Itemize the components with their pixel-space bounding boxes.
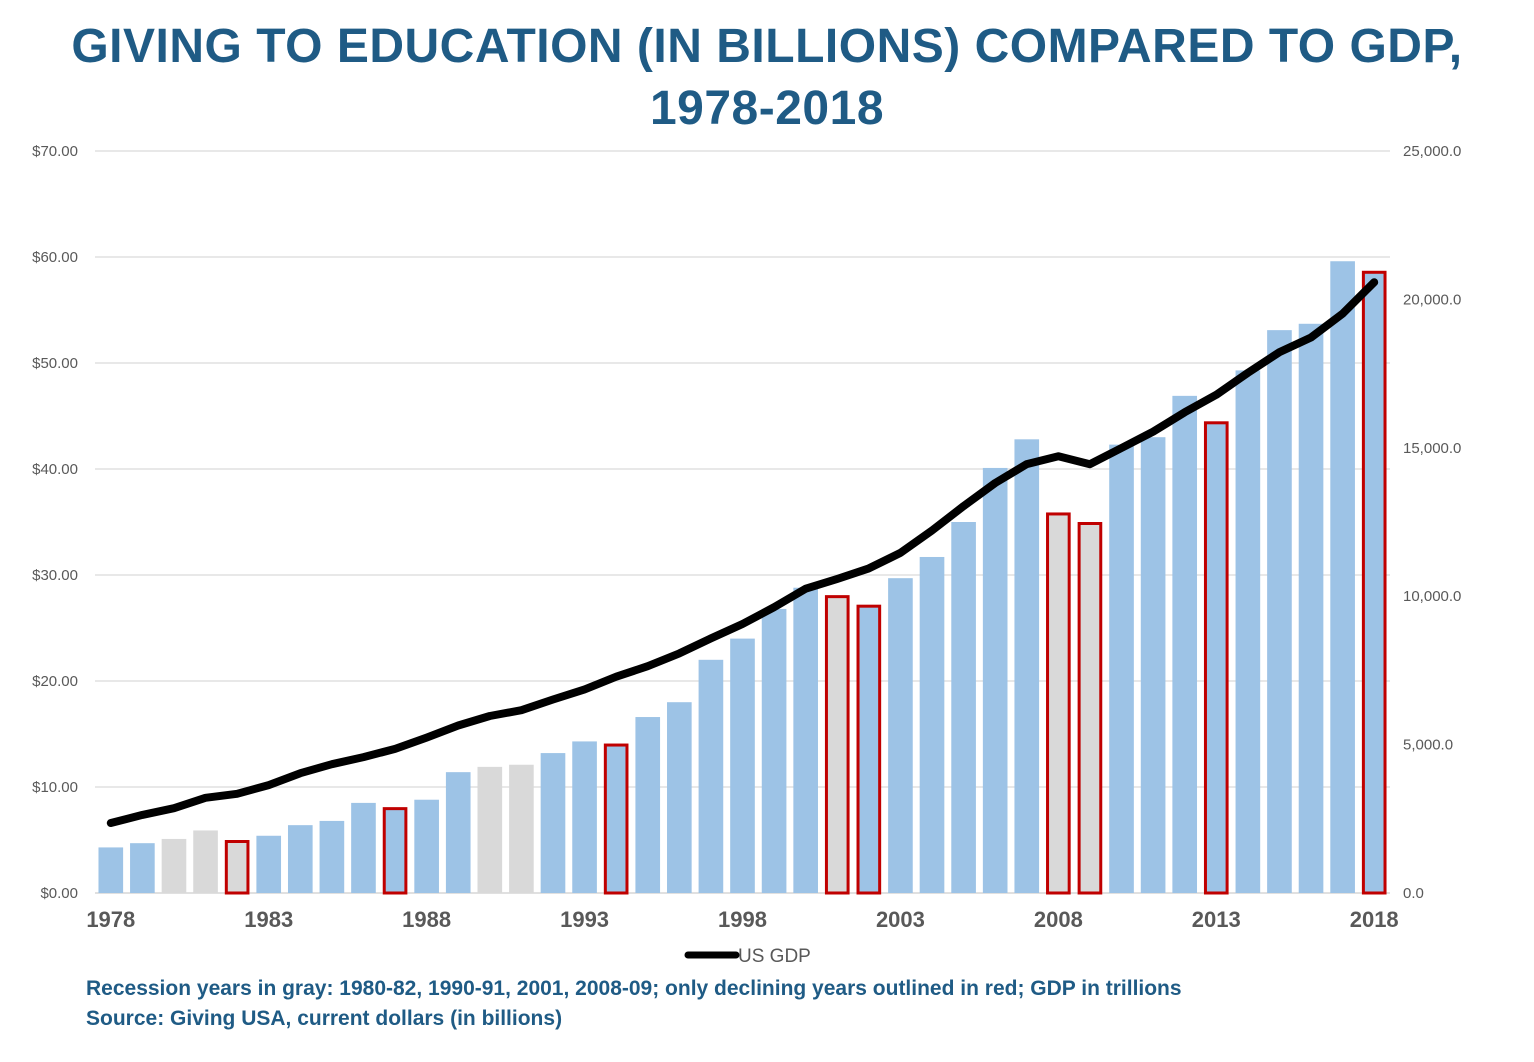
recession-footnote: Recession years in gray: 1980-82, 1990-9… [86,977,1182,1000]
x-axis-tick-label-1978: 1978 [86,907,135,932]
bar-2009 [1077,522,1103,895]
bar-2000 [793,587,818,893]
right-axis-tick-label: 25,000.0 [1403,143,1461,160]
bar-2016 [1298,323,1324,893]
bar-1999 [761,608,787,893]
right-axis-tick-label: 10,000.0 [1403,588,1461,605]
bar-2018 [1361,270,1387,895]
x-axis-tick-label-1998: 1998 [718,907,767,932]
x-axis-tick-label-1988: 1988 [402,907,451,932]
us-gdp-line [106,278,1379,827]
x-axis-tick-label-2018: 2018 [1350,907,1399,932]
bar-1991 [509,764,534,893]
source-footnote: Source: Giving USA, current dollars (in … [86,1007,563,1030]
chart-title-line-2: 1978-2018 [649,82,885,135]
bar-2007 [1014,439,1040,893]
left-axis-tick-label: $10.00 [32,779,78,796]
right-axis-tick-label: 5,000.0 [1403,737,1453,754]
right-axis-tick-label: 0.0 [1403,885,1424,902]
left-axis-tick-label: $40.00 [32,461,78,478]
us-gdp-line-path [106,278,1379,827]
bar-2005 [951,522,976,893]
bar-1996 [667,702,692,893]
bar-2002 [856,604,882,895]
bar-2017 [1330,261,1355,893]
left-axis-tick-label: $60.00 [32,249,78,266]
x-axis-tick-label-2008: 2008 [1034,907,1083,932]
bar-1986 [351,802,376,893]
left-axis-tick-label: $70.00 [32,143,78,160]
bar-2011 [1140,437,1166,893]
bar-1993 [572,741,597,893]
x-axis-tick-label-2003: 2003 [876,907,925,932]
bar-1985 [319,820,345,893]
bar-1981 [193,830,218,893]
right-axis-tick-label: 20,000.0 [1403,291,1461,308]
x-axis-tick-label-2013: 2013 [1192,907,1241,932]
chart-title: GIVING TO EDUCATION (IN BILLIONS) COMPAR… [0,16,1534,140]
bar-1992 [540,753,566,893]
bar-2008 [1046,512,1071,895]
x-axis-tick-label-1983: 1983 [244,907,293,932]
bar-2015 [1267,330,1292,893]
bar-1980 [161,838,187,893]
chart-title-line-1: GIVING TO EDUCATION (IN BILLIONS) COMPAR… [71,20,1463,73]
bar-1979 [130,843,155,893]
bar-1997 [698,659,724,893]
bar-1998 [730,638,755,893]
left-axis-tick-label: $20.00 [32,673,78,690]
bar-1990 [477,766,503,893]
bar-1989 [445,772,471,893]
bar-1987 [382,807,408,895]
bar-2013 [1203,421,1229,895]
bar-2010 [1109,444,1134,893]
chart-plot-area: $0.00 $10.00 $20.00 $30.00 $40.00 $50.00 $60.0… [32,143,1461,967]
bar-2001 [824,595,850,895]
left-axis-tick-label: $0.00 [40,885,78,902]
education-giving-bars [98,261,1387,895]
bar-1982 [224,840,250,895]
bar-2012 [1172,395,1198,893]
chart-legend: US GDP [684,946,811,967]
bar-1988 [414,799,439,893]
bar-1983 [256,835,282,893]
left-axis-tick-label: $50.00 [32,355,78,372]
x-axis-tick-labels: 1978 1983 1988 1993 1998 2003 2008 2013 2018 [86,907,1398,932]
bar-1984 [287,825,313,893]
right-axis-tick-label: 15,000.0 [1403,440,1461,457]
bar-1995 [635,717,661,893]
bar-2014 [1235,370,1261,893]
left-axis-tick-labels: $0.00 $10.00 $20.00 $30.00 $40.00 $50.00 $60.0… [32,143,78,902]
right-axis-tick-labels: 0.0 5,000.0 10,000.0 15,000.0 20,000.0 25,000… [1403,143,1461,902]
legend-us-gdp-label: US GDP [738,946,811,967]
bar-1978 [98,847,124,893]
bar-2003 [888,578,913,893]
bar-1994 [603,743,629,895]
bar-2006 [982,467,1008,893]
left-axis-tick-label: $30.00 [32,567,78,584]
x-axis-tick-label-1993: 1993 [560,907,609,932]
bar-2004 [919,556,945,893]
